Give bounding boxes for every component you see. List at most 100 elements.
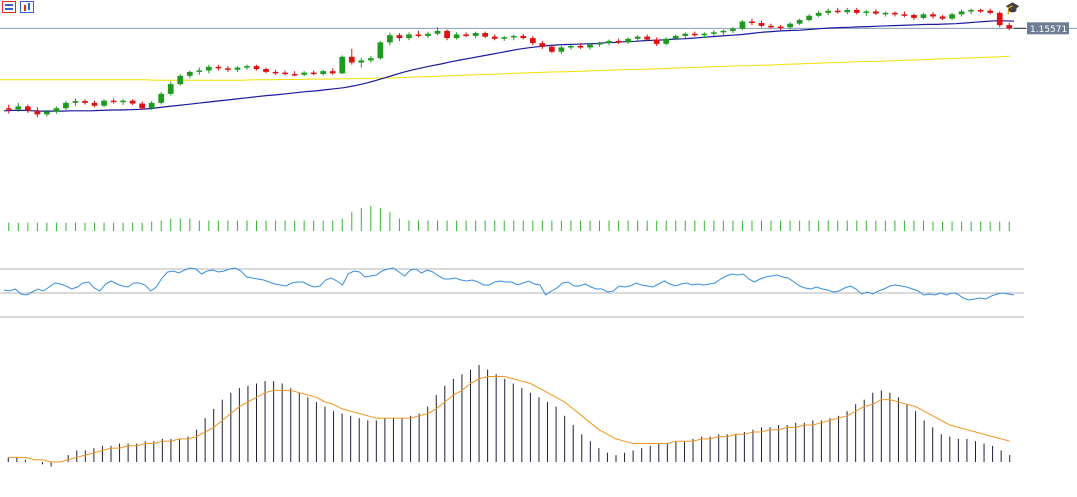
candle-body	[739, 21, 746, 29]
candle-body	[225, 68, 231, 70]
candle-body	[34, 110, 41, 115]
candle-body	[768, 25, 774, 28]
candle-body	[758, 22, 765, 26]
candle-body	[520, 35, 527, 39]
candle-body	[996, 12, 1003, 26]
list-view-icon[interactable]	[2, 1, 16, 13]
candle-body	[701, 33, 708, 36]
candle-body	[815, 12, 822, 16]
candle-body	[653, 39, 660, 44]
candle-body	[587, 44, 593, 48]
volume-panel	[8, 206, 1010, 231]
candle-body	[367, 58, 374, 61]
candle-body	[949, 14, 955, 19]
ma-long-line	[0, 55, 1011, 81]
candle-body	[939, 16, 946, 19]
candle-body	[291, 74, 298, 76]
candle-body	[444, 30, 450, 39]
candle-body	[853, 10, 860, 13]
current-price-tag: 1.15571	[1027, 22, 1069, 35]
candle-body	[672, 35, 679, 39]
candle-body	[577, 45, 584, 48]
candle-body	[1006, 25, 1013, 29]
candle-body	[272, 71, 279, 74]
candle-body	[110, 100, 117, 103]
candle-body	[120, 100, 126, 103]
current-price-label: 1.15571	[1030, 25, 1067, 35]
candle-body	[129, 100, 136, 104]
candle-body	[329, 71, 336, 74]
candle-body	[263, 69, 269, 72]
candle-body	[196, 70, 203, 72]
candle-body	[920, 14, 927, 18]
candle-body	[44, 111, 50, 115]
candle-body	[691, 33, 698, 36]
macd-signal-line	[8, 376, 1010, 463]
candle-body	[749, 21, 755, 24]
candle-body	[491, 36, 498, 39]
candle-body	[339, 56, 346, 74]
candle-body	[301, 72, 307, 75]
candle-body	[24, 106, 31, 111]
candle-body	[777, 26, 784, 29]
candle-body	[425, 33, 431, 36]
rsi-line	[3, 267, 1015, 301]
candle-body	[901, 14, 908, 16]
candle-body	[406, 34, 412, 39]
candle-body	[387, 35, 393, 43]
candle-body	[377, 42, 384, 59]
candle-body	[568, 45, 574, 48]
candle-body	[158, 93, 165, 103]
candle-body	[15, 106, 22, 110]
candle-body	[434, 30, 441, 34]
candle-body	[82, 101, 88, 103]
candle-body	[348, 56, 355, 63]
candle-body	[148, 102, 155, 109]
candle-body	[463, 34, 469, 36]
candle-body	[510, 35, 517, 38]
candle-body	[711, 32, 717, 34]
candle-body	[930, 14, 936, 17]
candle-body	[453, 34, 460, 39]
candle-body	[320, 71, 327, 75]
candle-body	[177, 75, 184, 85]
graduation-cap-icon[interactable]: 🎓	[1005, 1, 1020, 15]
candle-body	[834, 10, 841, 13]
candle-body	[396, 35, 403, 39]
candle-body	[663, 38, 670, 44]
candle-body	[882, 12, 889, 15]
candle-body	[844, 10, 851, 13]
candle-body	[682, 33, 689, 36]
candle-body	[482, 33, 489, 37]
candle-body	[501, 37, 508, 39]
candle-body	[615, 40, 622, 43]
ma-slow-line	[3, 20, 1015, 112]
candle-body	[987, 10, 994, 13]
candle-body	[806, 15, 812, 21]
candle-body	[720, 30, 727, 33]
candle-body	[5, 108, 12, 110]
candle-body	[596, 43, 603, 45]
candle-body	[911, 15, 917, 18]
candle-body	[358, 60, 365, 63]
candle-body	[415, 34, 422, 36]
candle-body	[863, 11, 870, 13]
candle-body	[206, 66, 212, 71]
candle-body	[796, 20, 803, 24]
candle-body	[549, 46, 555, 52]
candle-body	[539, 43, 546, 47]
chart-type-icon[interactable]	[20, 1, 34, 13]
candle-body	[101, 100, 107, 106]
candle-body	[167, 84, 174, 94]
candle-body	[958, 11, 965, 15]
rsi-panel	[0, 267, 1024, 318]
candle-body	[310, 72, 317, 75]
candle-body	[730, 28, 736, 31]
chart-toolbar	[0, 0, 36, 16]
candle-body	[63, 102, 69, 109]
candle-body	[625, 38, 631, 43]
candle-body	[644, 36, 651, 40]
candle-body	[892, 12, 898, 15]
candle-body	[825, 10, 832, 13]
